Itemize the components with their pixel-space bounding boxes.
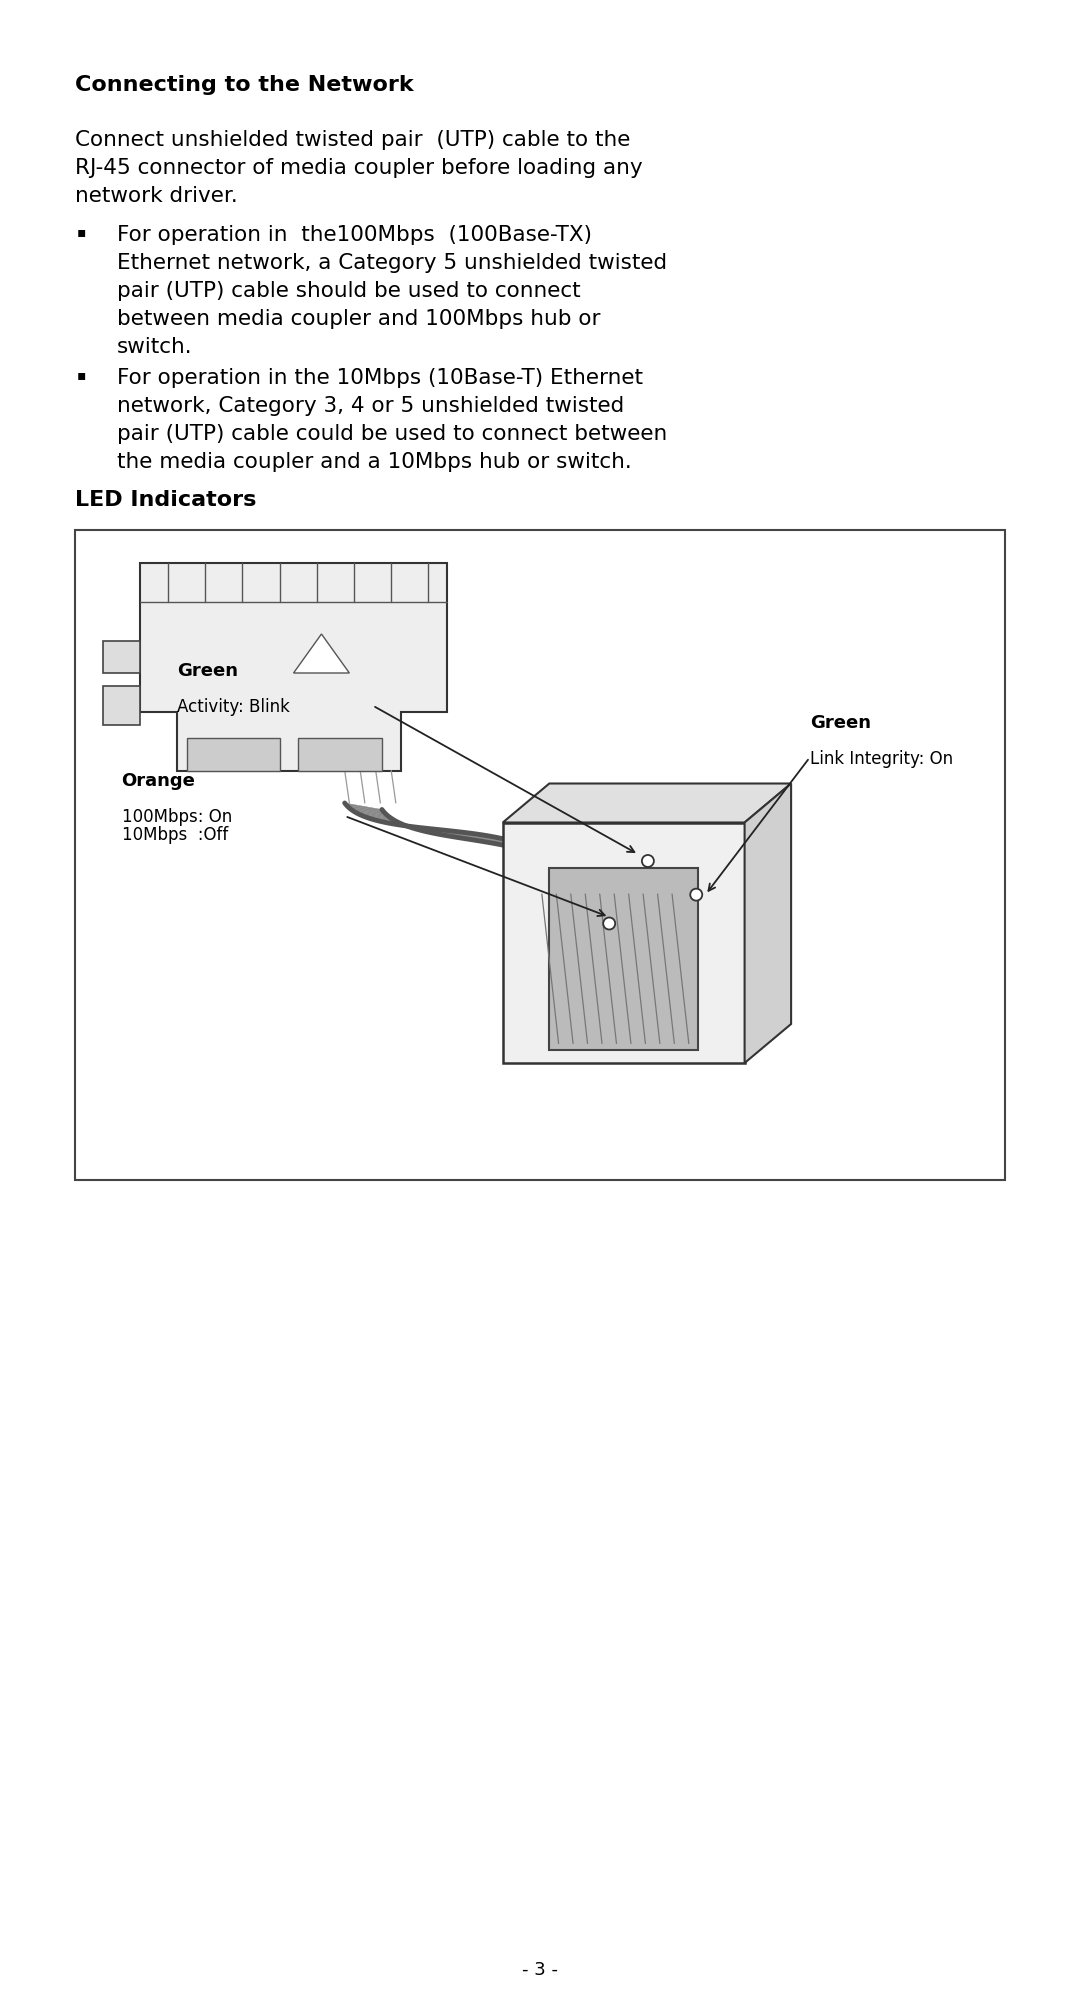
Polygon shape: [455, 832, 486, 842]
Polygon shape: [347, 806, 386, 814]
Polygon shape: [503, 822, 744, 1063]
Text: the media coupler and a 10Mbps hub or switch.: the media coupler and a 10Mbps hub or sw…: [117, 451, 632, 471]
Bar: [75, 530, 1005, 1180]
Text: Activity: Blink: Activity: Blink: [177, 697, 291, 715]
Polygon shape: [503, 783, 791, 822]
Polygon shape: [460, 832, 490, 842]
Circle shape: [642, 856, 653, 866]
Polygon shape: [390, 824, 427, 832]
Polygon shape: [393, 824, 431, 832]
Polygon shape: [372, 820, 410, 828]
Polygon shape: [512, 842, 538, 854]
Polygon shape: [368, 818, 407, 826]
Polygon shape: [103, 640, 140, 673]
Polygon shape: [450, 832, 483, 842]
Text: ▪: ▪: [77, 226, 86, 240]
Polygon shape: [554, 862, 576, 878]
Polygon shape: [496, 838, 523, 850]
Polygon shape: [365, 818, 404, 826]
Polygon shape: [487, 836, 515, 848]
Polygon shape: [350, 808, 389, 816]
Circle shape: [604, 918, 616, 930]
Polygon shape: [516, 842, 541, 856]
Polygon shape: [464, 832, 495, 844]
Polygon shape: [546, 856, 568, 872]
Polygon shape: [397, 824, 434, 834]
Text: pair (UTP) cable could be used to connect between: pair (UTP) cable could be used to connec…: [117, 425, 667, 443]
Polygon shape: [382, 822, 420, 830]
Polygon shape: [360, 814, 399, 822]
Polygon shape: [442, 830, 474, 840]
Polygon shape: [521, 844, 544, 858]
Text: ▪: ▪: [77, 369, 86, 383]
Polygon shape: [535, 850, 557, 864]
Polygon shape: [402, 826, 437, 834]
Text: Green: Green: [810, 713, 870, 731]
Text: Connect unshielded twisted pair  (UTP) cable to the: Connect unshielded twisted pair (UTP) ca…: [75, 131, 631, 149]
Text: For operation in the 10Mbps (10Base-T) Ethernet: For operation in the 10Mbps (10Base-T) E…: [117, 369, 643, 389]
Text: network, Category 3, 4 or 5 unshielded twisted: network, Category 3, 4 or 5 unshielded t…: [117, 397, 624, 417]
Polygon shape: [538, 850, 561, 866]
Polygon shape: [552, 860, 573, 876]
Polygon shape: [415, 828, 449, 836]
Text: Ethernet network, a Category 5 unshielded twisted: Ethernet network, a Category 5 unshielde…: [117, 254, 667, 274]
Polygon shape: [298, 737, 382, 771]
Text: pair (UTP) cable should be used to connect: pair (UTP) cable should be used to conne…: [117, 282, 581, 300]
Polygon shape: [345, 804, 383, 812]
Polygon shape: [375, 820, 414, 828]
Polygon shape: [524, 844, 548, 858]
Polygon shape: [436, 830, 470, 840]
Polygon shape: [419, 828, 454, 836]
Polygon shape: [378, 822, 417, 830]
Text: 100Mbps: On: 100Mbps: On: [121, 808, 232, 826]
Polygon shape: [140, 562, 447, 771]
Polygon shape: [556, 866, 577, 880]
Polygon shape: [432, 830, 465, 838]
Polygon shape: [541, 852, 563, 868]
Polygon shape: [410, 826, 446, 836]
Polygon shape: [504, 840, 530, 852]
Polygon shape: [531, 848, 554, 862]
Polygon shape: [744, 783, 791, 1063]
Polygon shape: [362, 816, 401, 824]
Text: network driver.: network driver.: [75, 185, 238, 205]
Text: switch.: switch.: [117, 336, 192, 356]
Polygon shape: [187, 737, 280, 771]
Polygon shape: [500, 838, 527, 850]
Text: 10Mbps  :Off: 10Mbps :Off: [121, 826, 228, 844]
Polygon shape: [478, 834, 507, 846]
Text: Connecting to the Network: Connecting to the Network: [75, 75, 414, 95]
Polygon shape: [428, 828, 461, 838]
Text: RJ-45 connector of media coupler before loading any: RJ-45 connector of media coupler before …: [75, 157, 643, 177]
Text: - 3 -: - 3 -: [522, 1962, 558, 1980]
Polygon shape: [294, 634, 349, 673]
Polygon shape: [386, 822, 423, 832]
Text: Green: Green: [177, 661, 239, 679]
Polygon shape: [406, 826, 442, 834]
Polygon shape: [423, 828, 458, 838]
Polygon shape: [509, 840, 534, 854]
Text: between media coupler and 100Mbps hub or: between media coupler and 100Mbps hub or: [117, 308, 600, 328]
Text: LED Indicators: LED Indicators: [75, 489, 256, 510]
Text: For operation in  the100Mbps  (100Base-TX): For operation in the100Mbps (100Base-TX): [117, 226, 592, 246]
Polygon shape: [103, 687, 140, 725]
Polygon shape: [356, 814, 396, 822]
Polygon shape: [491, 836, 518, 848]
Polygon shape: [528, 846, 551, 860]
Polygon shape: [469, 834, 499, 844]
Text: Link Integrity: On: Link Integrity: On: [810, 749, 953, 767]
Polygon shape: [473, 834, 503, 846]
Polygon shape: [348, 808, 387, 816]
Circle shape: [690, 888, 702, 900]
Polygon shape: [354, 812, 393, 820]
Polygon shape: [544, 854, 566, 870]
Text: Orange: Orange: [121, 771, 195, 789]
Polygon shape: [550, 868, 698, 1049]
Polygon shape: [446, 830, 478, 840]
Polygon shape: [550, 858, 571, 874]
Polygon shape: [483, 836, 511, 846]
Polygon shape: [352, 810, 391, 818]
